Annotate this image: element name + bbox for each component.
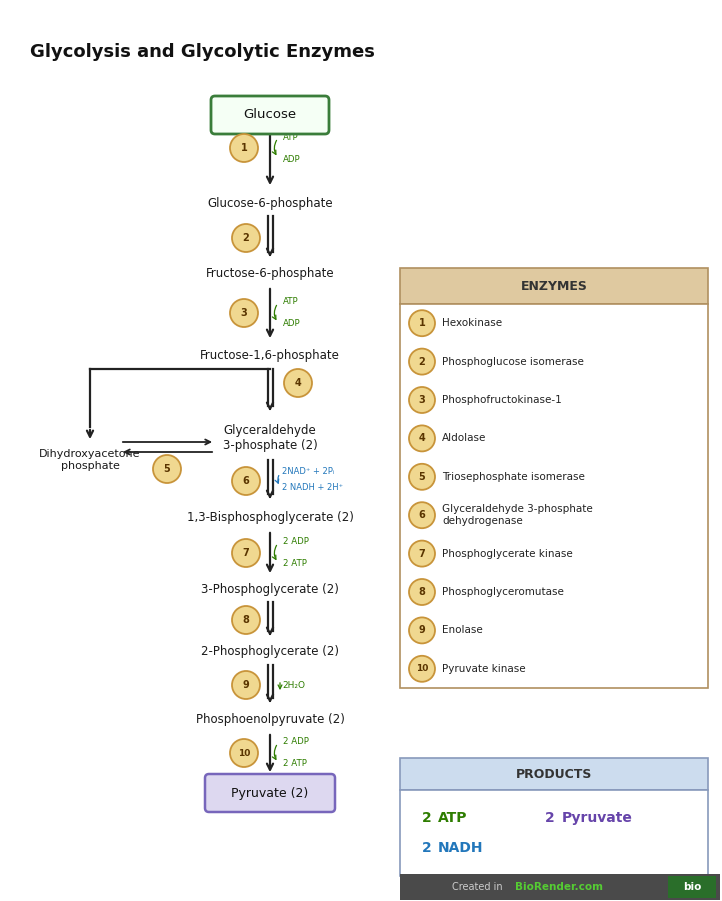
Text: 4: 4 [419,433,425,443]
Text: 10: 10 [238,749,251,758]
Circle shape [232,606,260,634]
Text: 2NAD⁺ + 2Pᵢ: 2NAD⁺ + 2Pᵢ [282,468,334,477]
Text: Glucose-6-phosphate: Glucose-6-phosphate [207,196,333,210]
Text: 2 ATP: 2 ATP [283,560,307,569]
Text: Phosphofructokinase-1: Phosphofructokinase-1 [442,395,562,405]
Text: Phosphoglycerate kinase: Phosphoglycerate kinase [442,549,573,559]
Text: Triosephosphate isomerase: Triosephosphate isomerase [442,472,585,482]
Text: 2 NADH + 2H⁺: 2 NADH + 2H⁺ [282,484,343,493]
Circle shape [232,467,260,495]
Text: ATP: ATP [438,811,468,824]
Text: 7: 7 [419,549,425,559]
Text: 7: 7 [243,548,249,558]
Circle shape [232,539,260,567]
Text: 2-Phosphoglycerate (2): 2-Phosphoglycerate (2) [201,645,339,659]
Text: Pyruvate: Pyruvate [562,811,633,824]
Text: Pyruvate kinase: Pyruvate kinase [442,664,526,674]
Text: 2: 2 [545,811,554,824]
FancyBboxPatch shape [205,774,335,812]
Circle shape [409,464,435,490]
Text: 10: 10 [416,664,428,673]
Text: ATP: ATP [283,297,299,306]
Text: 2 ATP: 2 ATP [283,760,307,769]
Text: 3: 3 [240,308,248,318]
Text: Fructose-1,6-phosphate: Fructose-1,6-phosphate [200,350,340,362]
Circle shape [230,739,258,767]
Text: 2H₂O: 2H₂O [282,680,305,689]
Circle shape [409,387,435,413]
Circle shape [284,369,312,397]
Text: Created in: Created in [452,882,505,892]
Circle shape [230,134,258,162]
Text: ENZYMES: ENZYMES [521,279,588,293]
Text: Glyceraldehyde
3-phosphate (2): Glyceraldehyde 3-phosphate (2) [222,424,318,452]
Text: Phosphoenolpyruvate (2): Phosphoenolpyruvate (2) [196,713,344,725]
Text: Fructose-6-phosphate: Fructose-6-phosphate [206,267,334,279]
Text: 2: 2 [422,811,432,824]
Text: Dihydroxyacetone
phosphate: Dihydroxyacetone phosphate [39,450,141,471]
Text: Enolase: Enolase [442,625,483,635]
Text: Aldolase: Aldolase [442,433,487,443]
Text: 1: 1 [240,143,248,153]
Circle shape [230,299,258,327]
Text: ADP: ADP [283,154,300,163]
Text: 2: 2 [419,357,425,367]
FancyBboxPatch shape [400,268,708,304]
FancyBboxPatch shape [400,790,708,876]
Circle shape [409,310,435,336]
Circle shape [409,579,435,605]
Circle shape [232,671,260,699]
Text: 1: 1 [419,318,425,328]
Text: BioRender.com: BioRender.com [515,882,603,892]
FancyBboxPatch shape [211,96,329,134]
Text: Phosphoglucose isomerase: Phosphoglucose isomerase [442,357,584,367]
FancyBboxPatch shape [400,874,720,900]
Text: 2: 2 [243,233,249,243]
Circle shape [232,224,260,252]
Text: Glycolysis and Glycolytic Enzymes: Glycolysis and Glycolytic Enzymes [30,43,375,61]
FancyBboxPatch shape [400,304,708,688]
Circle shape [409,349,435,375]
Circle shape [409,425,435,451]
Circle shape [409,656,435,682]
Text: 8: 8 [243,615,249,625]
Text: 9: 9 [419,625,425,635]
Circle shape [153,455,181,483]
Text: 5: 5 [419,472,425,482]
FancyBboxPatch shape [400,758,708,790]
Text: 5: 5 [164,464,170,474]
Text: 1,3-Bisphosphoglycerate (2): 1,3-Bisphosphoglycerate (2) [186,511,354,523]
Text: Pyruvate (2): Pyruvate (2) [231,787,308,799]
Text: 2 ADP: 2 ADP [283,538,309,547]
Circle shape [409,617,435,643]
Circle shape [409,502,435,528]
Text: NADH: NADH [438,842,484,855]
Text: Glucose: Glucose [243,108,297,122]
Text: 9: 9 [243,680,249,690]
Text: PRODUCTS: PRODUCTS [516,768,592,780]
Text: ATP: ATP [283,132,299,141]
Circle shape [409,541,435,567]
Text: 2 ADP: 2 ADP [283,738,309,747]
Text: Glyceraldehyde 3-phosphate
dehydrogenase: Glyceraldehyde 3-phosphate dehydrogenase [442,505,593,526]
Text: Hexokinase: Hexokinase [442,318,502,328]
Text: 2: 2 [422,842,432,855]
Text: bio: bio [683,882,701,892]
Text: 8: 8 [419,587,425,597]
Text: 6: 6 [243,476,249,486]
Text: Phosphoglyceromutase: Phosphoglyceromutase [442,587,564,597]
Text: 4: 4 [295,378,301,388]
Text: 3-Phosphoglycerate (2): 3-Phosphoglycerate (2) [201,583,339,596]
Text: ADP: ADP [283,320,300,329]
FancyBboxPatch shape [668,876,716,898]
Text: 3: 3 [419,395,425,405]
Text: 6: 6 [419,510,425,520]
